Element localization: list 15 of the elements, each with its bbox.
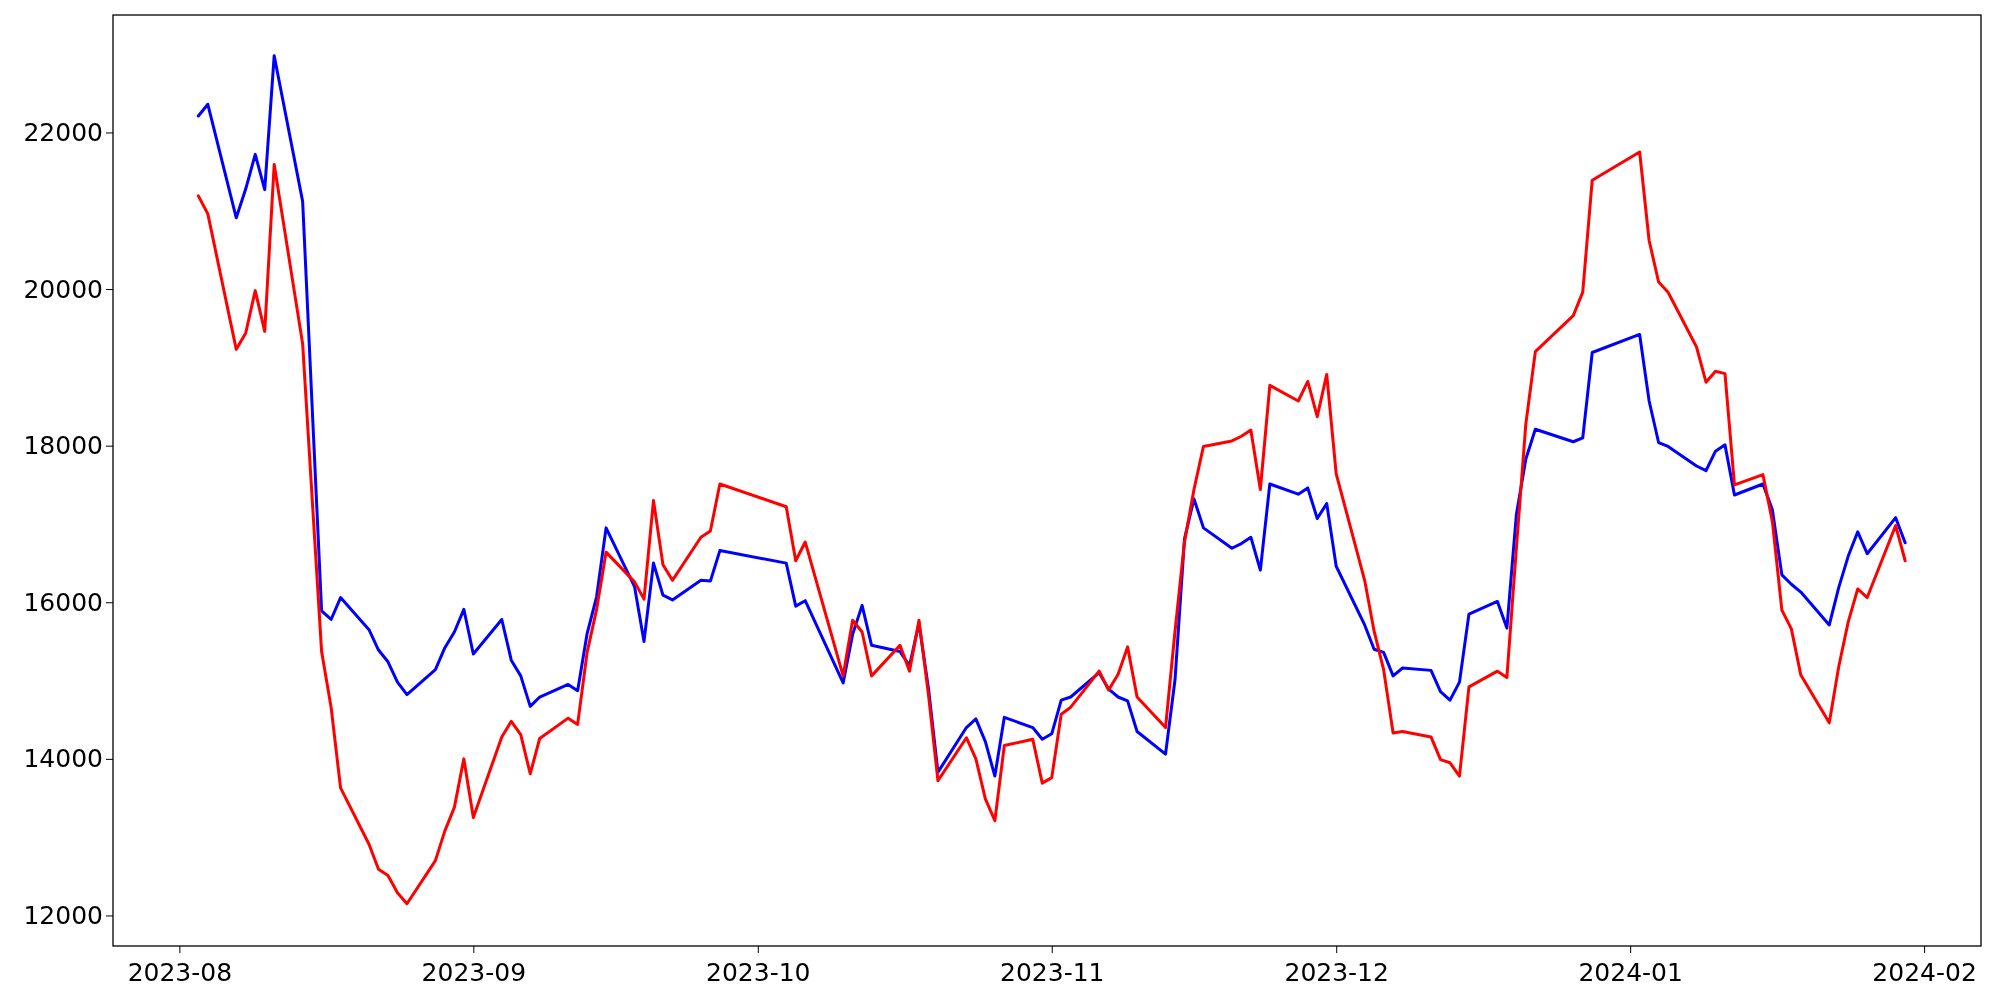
y-tick-label: 14000 [23, 744, 103, 774]
x-tick-label: 2023-12 [1284, 958, 1389, 987]
y-tick-label: 22000 [23, 117, 103, 147]
line-series [196, 150, 1907, 906]
y-tick-label: 12000 [23, 900, 103, 930]
x-tick-label: 2023-11 [1000, 958, 1105, 987]
y-tick-label: 20000 [23, 274, 103, 304]
line-series [196, 54, 1907, 778]
x-tick-label: 2024-01 [1578, 958, 1683, 987]
x-tick-label: 2023-09 [421, 958, 527, 987]
y-tick-label: 16000 [23, 587, 103, 617]
x-tick-label: 2023-10 [706, 958, 811, 987]
x-tick-label: 2024-02 [1872, 958, 1977, 987]
x-tick-label: 2023-08 [127, 958, 233, 987]
y-tick-label: 18000 [23, 431, 103, 461]
